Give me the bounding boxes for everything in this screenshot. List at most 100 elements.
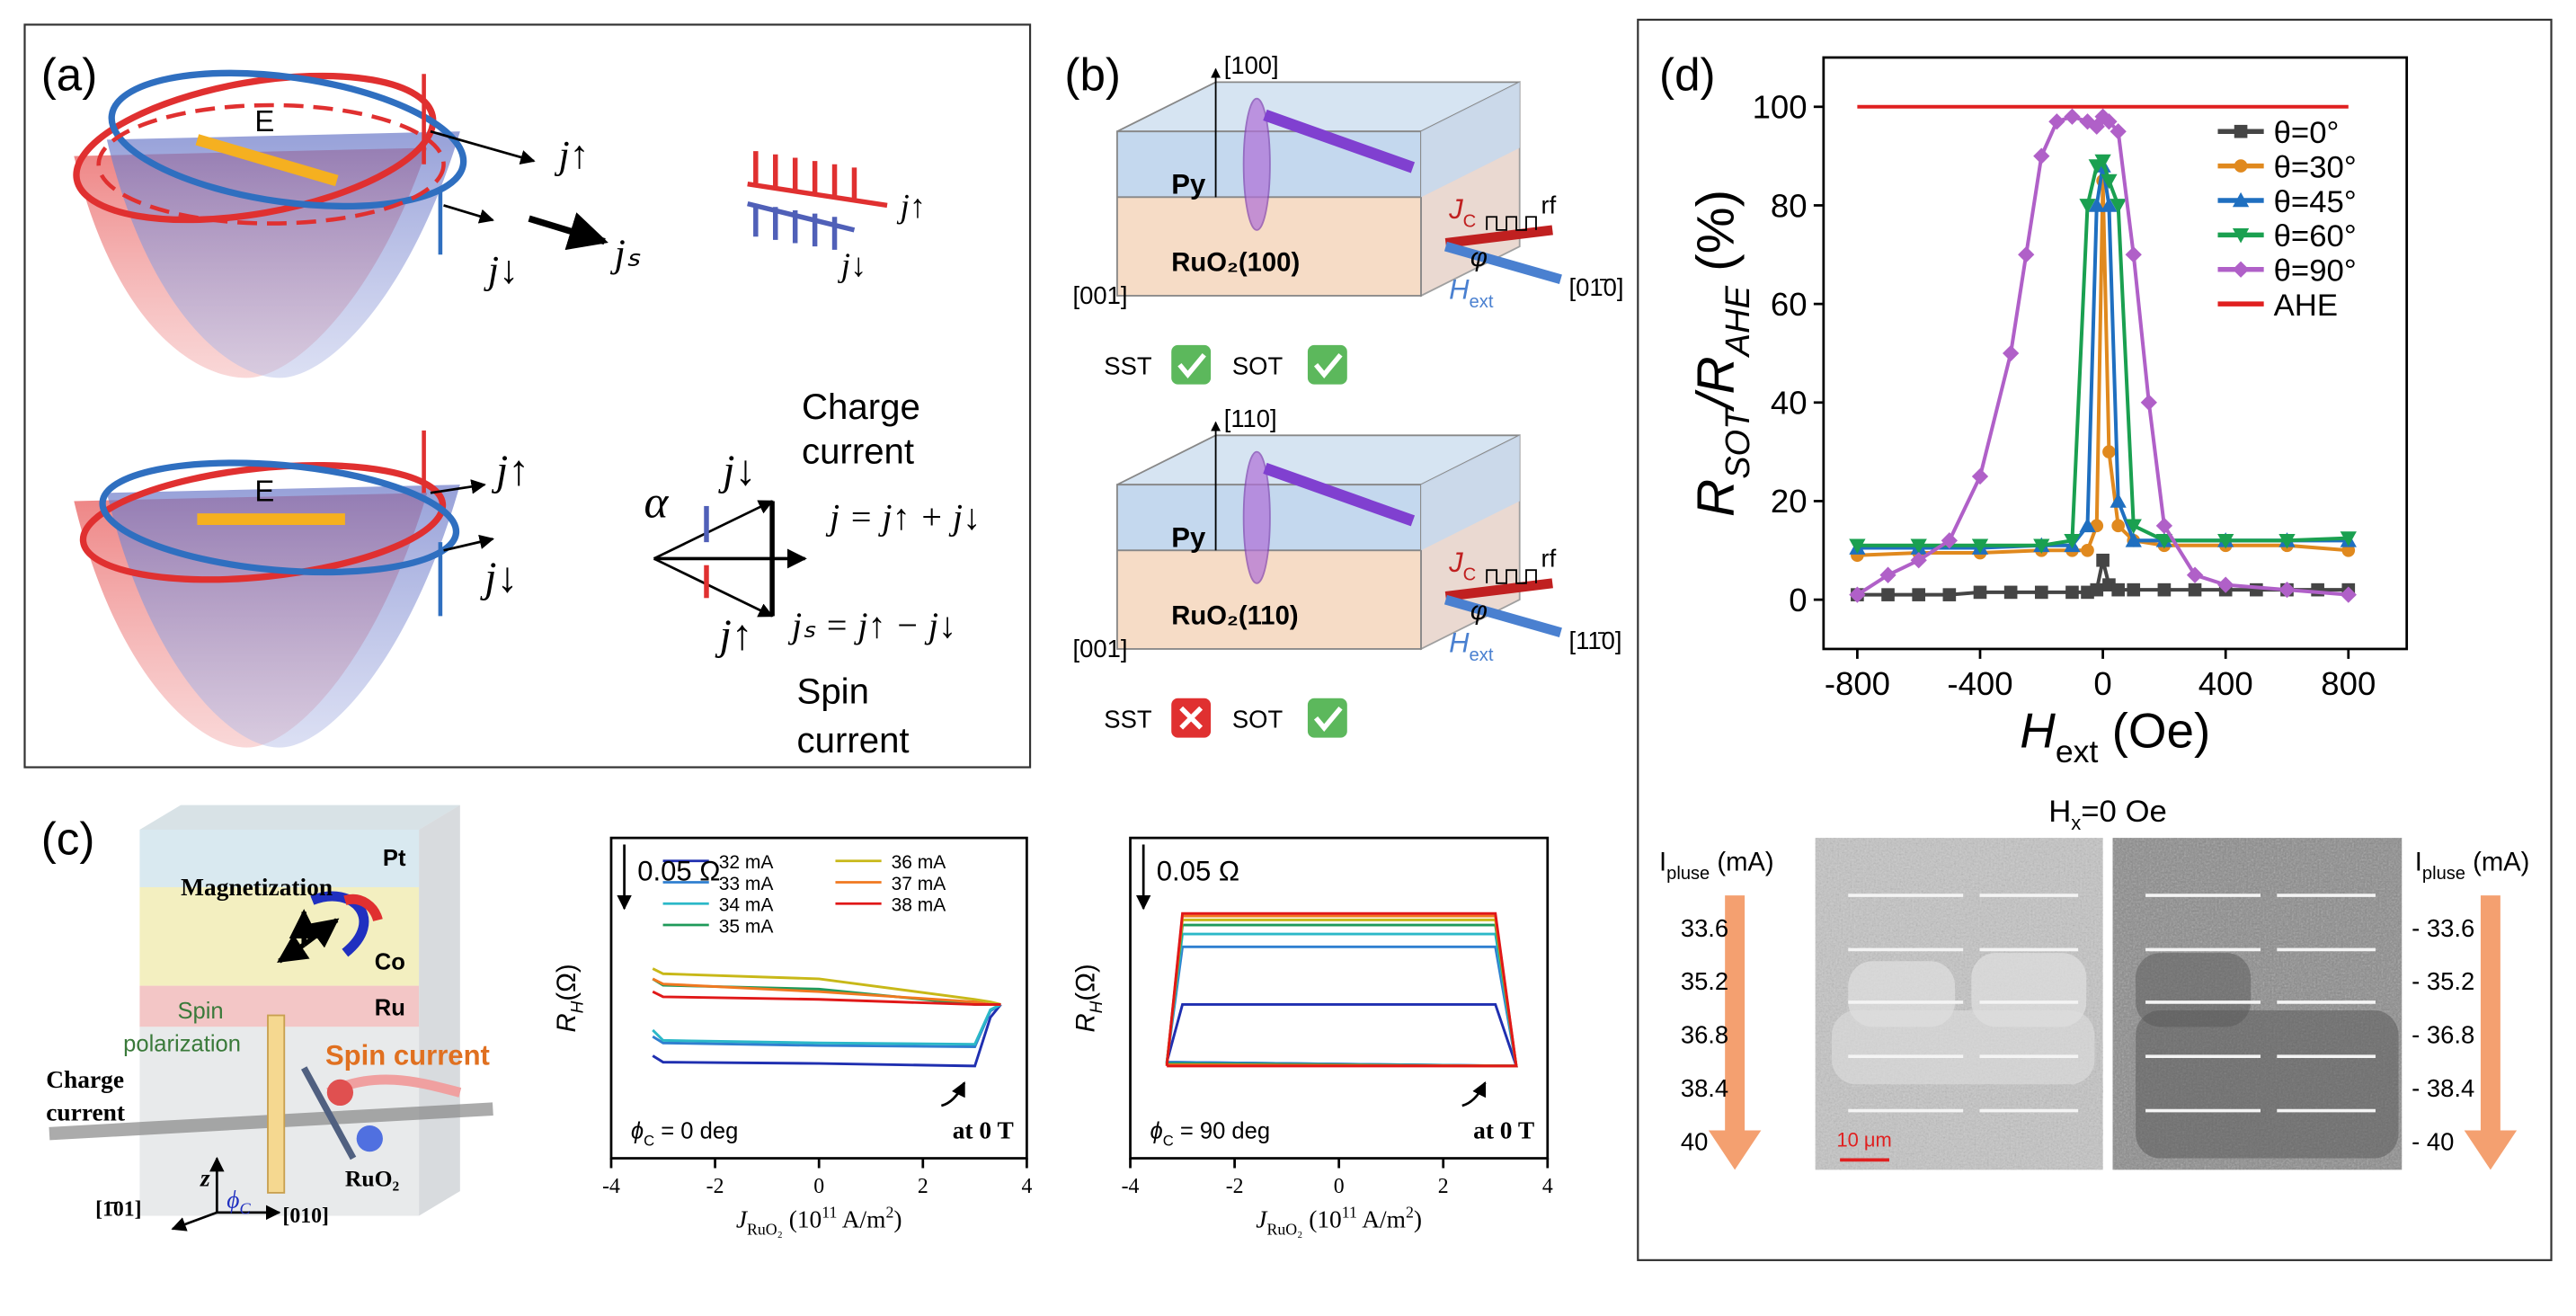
label: z [200, 1165, 210, 1192]
marker [2033, 538, 2050, 554]
image-tick-label: 33.6 [1681, 914, 1728, 942]
scale-label: 0.05 Ω [1157, 856, 1239, 887]
spin-up-array [747, 151, 888, 209]
marker [1879, 566, 1896, 583]
label: Charge [46, 1066, 124, 1093]
label-part: (Ω) [1071, 964, 1100, 1000]
box-side-top [1421, 435, 1520, 551]
marker [2217, 576, 2234, 593]
image-tick-label: - 40 [2412, 1127, 2454, 1155]
rich-label: ϕC = 90 deg [1150, 1119, 1270, 1150]
marker [2003, 585, 2018, 600]
marker [1849, 586, 1866, 603]
marker [2186, 566, 2204, 583]
label-part: J [1448, 193, 1463, 225]
label-part: C [1463, 565, 1477, 584]
rich-label: Hext [1449, 274, 1494, 312]
label: Charge [802, 387, 920, 427]
label-part: C [1463, 211, 1477, 231]
label-part: ϕ [631, 1119, 644, 1144]
annotation: at 0 T [1473, 1117, 1534, 1144]
ruo2-layer [1116, 196, 1422, 297]
x-tick-label: 400 [2198, 665, 2253, 702]
label-part: ϕ [1150, 1119, 1162, 1144]
band-bottom: E j↑ j↓ [74, 430, 529, 748]
label: j↓ [838, 246, 866, 283]
label-part: 11 [1342, 1203, 1357, 1221]
label-part: H [1449, 627, 1470, 659]
fermi-red [73, 72, 437, 224]
marker [1881, 588, 1895, 601]
x-tick-label: -400 [1947, 665, 2012, 702]
x-tick-label: 0 [2093, 665, 2111, 702]
marker [2033, 147, 2050, 164]
scale-label: 0.05 Ω [637, 856, 720, 887]
device: [110] Py RuO₂(110) [001] [11̄0] JC Hext rf φ SST S… [1073, 405, 1621, 738]
marker [2064, 108, 2081, 125]
label-part: H [2020, 703, 2056, 759]
x-tick-label: -800 [1825, 665, 1890, 702]
legend-label: 37 mA [892, 874, 946, 894]
legend-label: 32 mA [719, 852, 774, 873]
legend-label: θ=90° [2274, 254, 2357, 289]
ruo2-layer [1116, 549, 1422, 650]
arrow [430, 479, 486, 494]
spin-vector [300, 1066, 357, 1160]
title-rest: =0 Oe [2081, 795, 2167, 829]
legend-label: θ=45° [2274, 185, 2357, 219]
spin-arrays: j↑ j↓ [747, 151, 926, 283]
label-part: R [1071, 1013, 1100, 1032]
rich-label: RSOT/RAHE (%) [1686, 190, 1757, 517]
sweep-arrow [1461, 1080, 1487, 1107]
label: j↑ [491, 448, 529, 494]
y-tick-label: 0 [1789, 582, 1807, 618]
rich-label: ϕC = 0 deg [631, 1119, 738, 1150]
image-tick-label: 40 [1681, 1127, 1708, 1155]
fermi-blue [99, 459, 460, 576]
marker [2340, 531, 2357, 547]
label: RuO₂ [345, 1166, 400, 1192]
label: current [46, 1099, 125, 1126]
label: j↓ [717, 448, 756, 494]
marker [2079, 199, 2096, 214]
kerr-images: 10 μm Hx=0 Oe Ipluse (mA) Ipluse (mA) 33… [1659, 795, 2529, 1170]
label-part: 2 [1406, 1203, 1414, 1221]
layer-label: Py [1171, 169, 1206, 200]
domain [1971, 953, 2087, 1027]
label-part: SOT [1719, 406, 1757, 479]
x-tick-label: -4 [602, 1175, 620, 1198]
band-top: E j↑ j↓ jₛ [73, 69, 641, 378]
axis-title: Ipluse (mA) [1659, 849, 1774, 884]
marker [2234, 159, 2248, 173]
label-part: (%) [1686, 190, 1745, 286]
electron [356, 1125, 383, 1152]
marker [2127, 582, 2141, 597]
electrodes [1848, 894, 2376, 1113]
label-part: C [1163, 1132, 1174, 1149]
label-part: J [1448, 547, 1463, 578]
label-part: J [1256, 1205, 1268, 1232]
label: polarization [123, 1032, 241, 1057]
arrow [443, 204, 494, 224]
marker [2188, 582, 2202, 597]
equation: j = j↑ + j↓ [825, 497, 981, 538]
magnetization [1263, 462, 1416, 527]
label-part: H [569, 1000, 588, 1013]
fermi-blue [108, 69, 467, 210]
x-tick-label: 800 [2321, 665, 2376, 702]
marker [2157, 582, 2172, 597]
top-face [139, 805, 460, 830]
marker [2096, 553, 2110, 567]
marker [2079, 517, 2096, 533]
y-tick-label: 100 [1753, 89, 1808, 126]
label: Magnetization [181, 874, 333, 901]
sweep-arrow [940, 1080, 966, 1107]
label-part: RuO₂ [1266, 1221, 1302, 1239]
series-line [1165, 911, 1518, 1068]
rich-label: JC [1448, 547, 1476, 584]
label: current [797, 720, 910, 760]
m-arrow [302, 918, 340, 948]
marker [2125, 519, 2142, 535]
